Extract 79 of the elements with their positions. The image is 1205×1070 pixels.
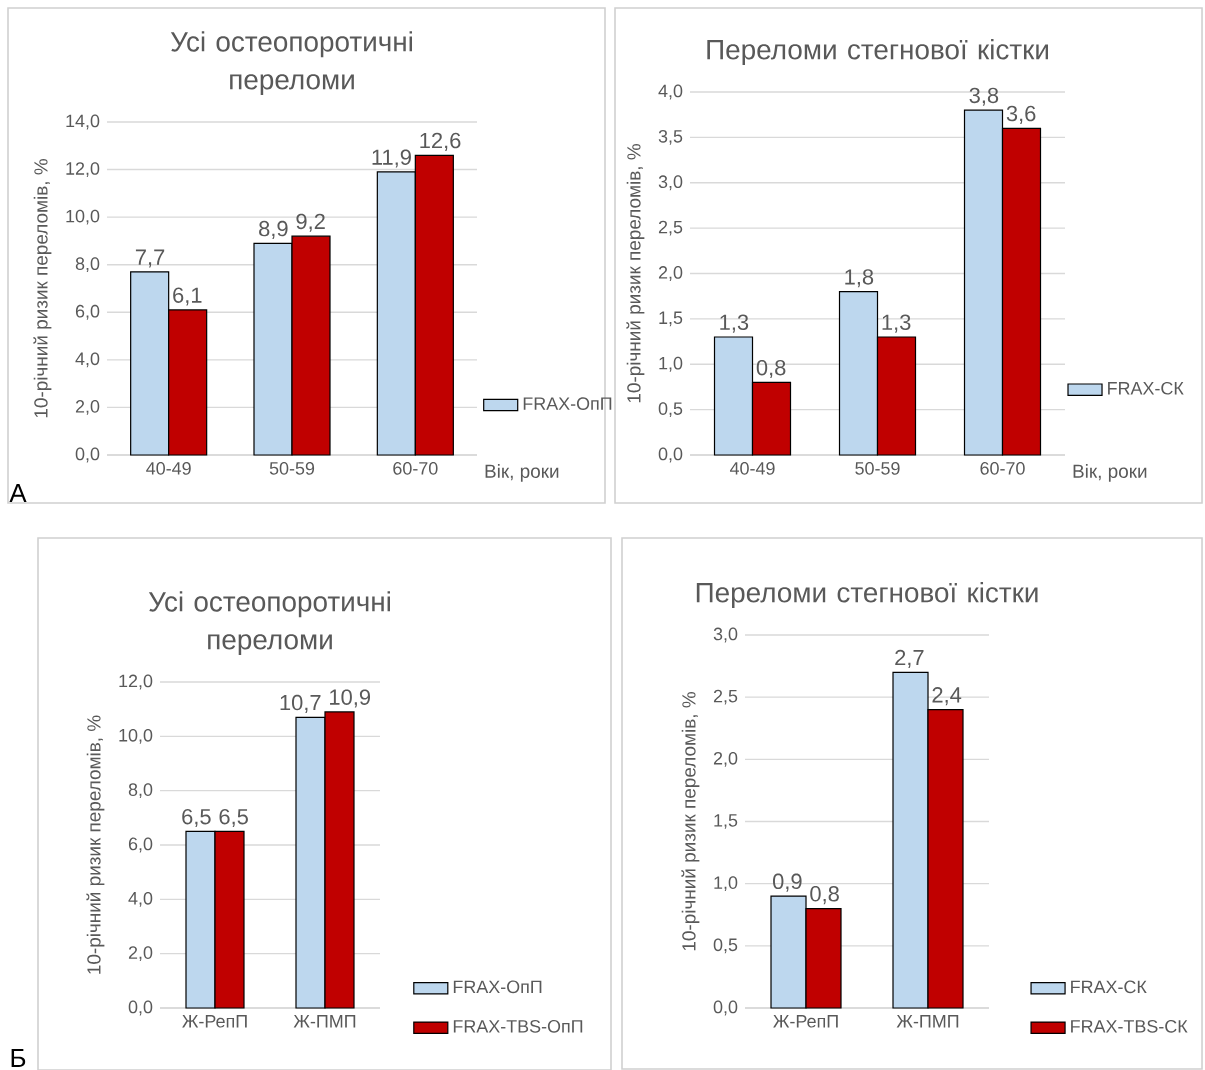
- y-tick-label: 1,5: [714, 814, 738, 829]
- y-tick-label: 6,0: [128, 837, 153, 853]
- data-label: 10,9: [330, 689, 371, 708]
- data-label: 7,7: [135, 249, 165, 268]
- data-label: 2,7: [895, 649, 924, 668]
- data-label: 3,8: [969, 87, 999, 106]
- chart-title: Усі остеопоротичні переломи: [170, 31, 413, 95]
- y-tick-label: 8,0: [128, 783, 153, 799]
- y-tick-label: 0,0: [75, 447, 100, 463]
- x-tick-label: Ж-ПМП: [896, 1015, 959, 1028]
- text: А: [9, 484, 27, 502]
- y-tick-label: 3,5: [658, 129, 683, 145]
- y-tick-label: 0,0: [128, 1000, 153, 1016]
- y-tick-label: 1,5: [659, 311, 683, 327]
- x-tick-label: Ж-РепП: [773, 1015, 838, 1028]
- legend-label: FRAX-TBS-ОпП: [453, 1019, 583, 1033]
- data-label: 10,7: [280, 694, 321, 713]
- data-label: 6,5: [182, 808, 211, 828]
- text: Б: [11, 1049, 26, 1067]
- data-label: 11,9: [372, 149, 411, 168]
- x-axis-title: Вік, роки: [1073, 464, 1147, 482]
- data-label: 2,4: [932, 687, 962, 706]
- y-tick-label: 0,5: [658, 402, 683, 418]
- y-tick-label: 8,0: [75, 257, 100, 273]
- y-axis-title: 10-річний ризик переломів, %: [626, 144, 645, 403]
- x-tick-label: 50-59: [855, 462, 900, 475]
- data-label: 6,5: [219, 808, 248, 828]
- y-tick-label: 1,0: [659, 356, 683, 372]
- x-tick-label: 40-49: [146, 462, 191, 475]
- y-tick-label: 12,0: [119, 674, 153, 690]
- x-tick-label: 60-70: [980, 462, 1025, 475]
- data-label: 12,6: [420, 132, 461, 151]
- chart-title: Переломи стегнової кістки: [696, 582, 1038, 608]
- legend-label: FRAX-СК: [1108, 381, 1184, 395]
- data-label: 9,2: [296, 213, 325, 232]
- y-tick-label: 2,0: [75, 400, 100, 415]
- data-label: 0,8: [810, 886, 839, 905]
- x-tick-label: 60-70: [393, 462, 438, 475]
- y-tick-label: 4,0: [75, 352, 100, 368]
- y-tick-label: 4,0: [128, 891, 153, 907]
- y-axis-title: 10-річний ризик переломів, %: [681, 692, 700, 951]
- y-tick-label: 3,0: [713, 627, 738, 643]
- x-tick-label: 50-59: [269, 462, 315, 475]
- y-tick-label: 2,0: [658, 266, 683, 281]
- x-tick-label: Ж-ПМП: [293, 1015, 356, 1028]
- chart-title: Переломи стегнової кістки: [707, 38, 1048, 65]
- y-tick-label: 3,0: [658, 175, 683, 191]
- y-tick-label: 10,0: [66, 209, 100, 225]
- data-label: 3,6: [1006, 105, 1036, 124]
- y-tick-label: 12,0: [66, 162, 100, 177]
- data-label: 6,1: [173, 287, 202, 306]
- y-tick-label: 0,5: [713, 938, 738, 954]
- y-tick-label: 1,0: [714, 876, 738, 892]
- y-axis-title: 10-річний ризик переломів, %: [86, 715, 105, 974]
- y-tick-label: 14,0: [66, 114, 100, 130]
- data-label: 1,3: [882, 314, 911, 333]
- x-tick-label: 40-49: [729, 462, 775, 475]
- y-tick-label: 2,5: [713, 689, 738, 705]
- y-tick-label: 4,0: [658, 84, 683, 100]
- x-axis-title: Вік, роки: [485, 464, 559, 482]
- data-label: 8,9: [259, 220, 288, 239]
- x-tick-label: Ж-РепП: [182, 1015, 247, 1028]
- y-tick-label: 0,0: [658, 447, 683, 463]
- y-axis-title: 10-річний ризик переломів, %: [33, 159, 52, 418]
- legend-label: FRAX-ОпП: [453, 980, 542, 994]
- data-label: 0,9: [772, 873, 802, 892]
- y-tick-label: 10,0: [119, 728, 153, 744]
- legend-label: FRAX-СК: [1071, 980, 1147, 994]
- data-label: 1,3: [720, 314, 749, 333]
- legend-label: FRAX-ОпП: [523, 397, 612, 410]
- chart-title: Усі остеопоротичні переломи: [148, 591, 390, 655]
- y-tick-label: 2,0: [713, 751, 738, 767]
- y-tick-label: 6,0: [75, 304, 100, 320]
- data-label: 0,8: [756, 359, 786, 378]
- legend-label: FRAX-TBS-СК: [1071, 1019, 1188, 1033]
- y-tick-label: 0,0: [713, 1000, 738, 1016]
- y-tick-label: 2,5: [658, 220, 683, 236]
- y-tick-label: 2,0: [128, 946, 153, 962]
- data-label: 1,8: [845, 269, 874, 288]
